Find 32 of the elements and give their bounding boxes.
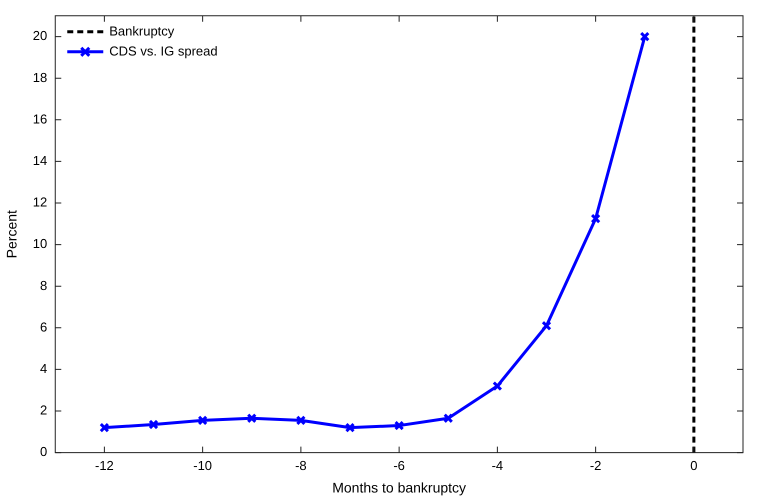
x-axis-title: Months to bankruptcy	[332, 479, 466, 496]
point	[443, 413, 454, 424]
y-tick-label: 6	[40, 319, 48, 334]
x-tick-label: 0	[690, 458, 698, 473]
x-tick-label: -12	[94, 458, 114, 473]
x-tick-label: -10	[193, 458, 212, 473]
ref-line-label: Bankruptcy	[109, 23, 175, 38]
y-tick-label: 0	[40, 444, 48, 460]
y-tick-label: 12	[32, 194, 48, 210]
point	[394, 420, 404, 431]
point	[198, 415, 208, 426]
point	[541, 320, 552, 331]
point	[296, 415, 306, 426]
point	[590, 214, 601, 224]
y-tick-label: 20	[32, 28, 48, 44]
y-tick-label: 16	[32, 111, 48, 126]
y-tick-label: 18	[32, 70, 48, 85]
point	[148, 419, 159, 430]
point	[344, 422, 356, 433]
x-tick-label: -6	[393, 458, 405, 473]
point	[246, 413, 257, 424]
y-tick-label: 14	[32, 152, 48, 168]
point	[492, 381, 502, 392]
y-tick-label: 8	[40, 278, 48, 293]
x-tick-label: -2	[590, 458, 602, 473]
legend-label: CDS vs. IG spread	[109, 43, 218, 58]
x-tick-label: -8	[295, 458, 307, 473]
y-tick-label: 4	[40, 360, 48, 376]
y-axis-title: Percent	[3, 210, 20, 258]
y-tick-label: 10	[32, 236, 48, 252]
y-tick-label: 2	[40, 402, 48, 418]
x-tick-label: -4	[492, 458, 504, 473]
